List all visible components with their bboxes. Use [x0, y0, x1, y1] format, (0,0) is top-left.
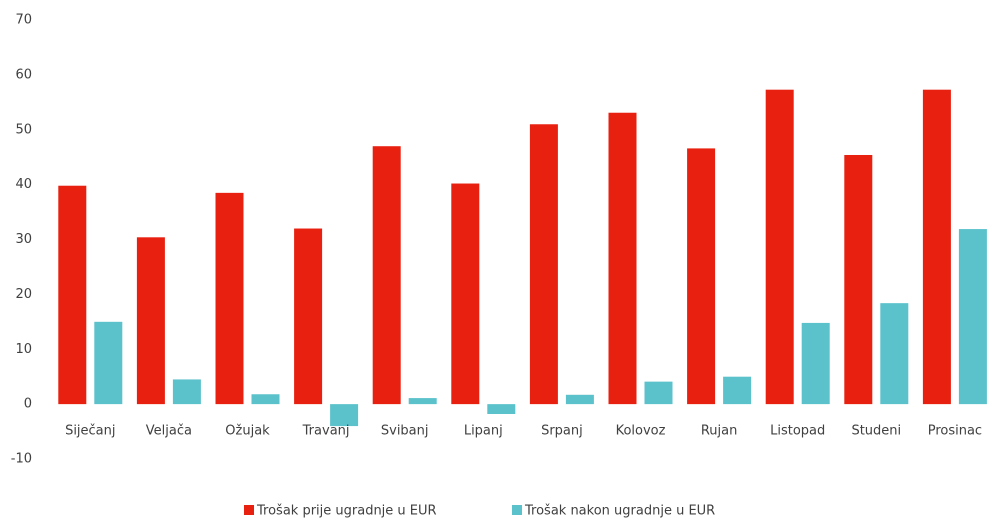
bar [487, 404, 516, 415]
x-tick-label: Svibanj [381, 424, 429, 439]
bar [565, 394, 594, 405]
bar [94, 321, 123, 405]
bar [880, 303, 909, 405]
bar [844, 154, 873, 405]
bar [958, 229, 987, 405]
bar [408, 398, 437, 405]
y-tick-label: 10 [15, 342, 32, 357]
y-tick-label: 40 [15, 177, 32, 192]
legend-swatch [244, 505, 254, 515]
bar [801, 322, 830, 405]
bar [723, 376, 752, 405]
x-tick-label: Prosinac [928, 424, 982, 439]
x-tick-label: Travanj [302, 424, 350, 439]
y-tick-label: 70 [15, 13, 32, 28]
bar [294, 228, 323, 405]
y-tick-label: 60 [15, 67, 32, 82]
x-tick-label: Srpanj [541, 424, 583, 439]
x-tick-label: Ožujak [225, 424, 270, 439]
x-tick-label: Siječanj [65, 424, 115, 439]
y-tick-label: 50 [15, 122, 32, 137]
x-tick-label: Kolovoz [616, 424, 666, 439]
bar [251, 394, 280, 405]
legend-swatch [512, 505, 522, 515]
bar [608, 112, 637, 405]
y-tick-label: 30 [15, 232, 32, 247]
bar [644, 381, 673, 405]
bar [136, 237, 165, 405]
bar [451, 183, 480, 405]
y-tick-label: -10 [11, 452, 32, 467]
y-tick-label: 20 [15, 287, 32, 302]
bar [922, 89, 951, 405]
bar [215, 192, 244, 405]
x-tick-label: Rujan [701, 424, 738, 439]
legend-label: Trošak prije ugradnje u EUR [256, 504, 437, 519]
y-tick-label: 0 [24, 397, 32, 412]
bar [172, 379, 201, 405]
x-tick-label: Veljača [146, 424, 192, 439]
x-tick-label: Lipanj [464, 424, 503, 439]
bar [765, 89, 794, 405]
bar [687, 148, 716, 405]
bar [529, 124, 558, 405]
x-tick-label: Studeni [851, 424, 901, 439]
bar [58, 185, 87, 405]
legend-label: Trošak nakon ugradnje u EUR [524, 504, 715, 519]
bar [330, 404, 359, 427]
bar [372, 146, 401, 405]
x-tick-label: Listopad [770, 424, 825, 439]
